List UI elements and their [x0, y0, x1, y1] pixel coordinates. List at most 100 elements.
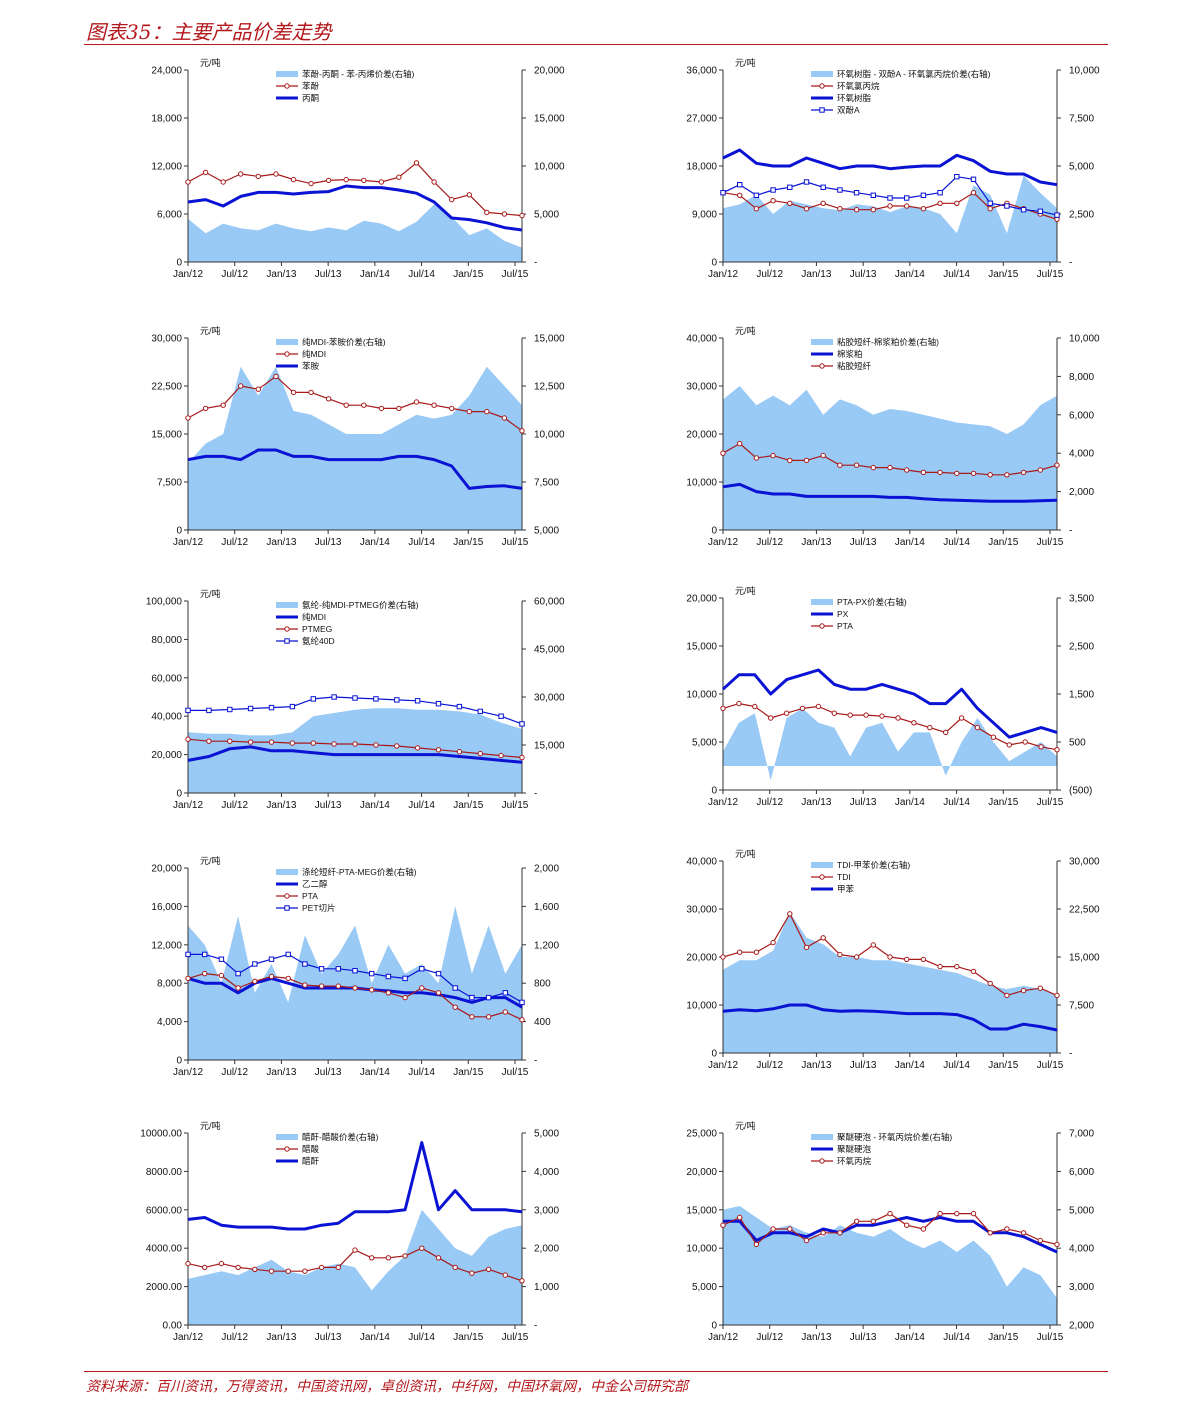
- x-tick-label: Jan/14: [895, 797, 925, 808]
- left-tick-label: 40,000: [686, 857, 717, 868]
- series-point: [466, 408, 472, 415]
- right-tick-label: 2,500: [1069, 210, 1094, 221]
- series-point: [783, 710, 790, 716]
- series-point: [519, 212, 525, 219]
- left-tick-label: 4000.00: [146, 1244, 183, 1255]
- right-tick-label: 1,000: [534, 1282, 559, 1293]
- x-tick-label: Jan/15: [453, 1332, 483, 1343]
- series-point: [720, 190, 726, 196]
- series-point: [185, 179, 191, 185]
- left-tick-label: 25,000: [686, 1129, 717, 1140]
- series-point: [770, 198, 776, 204]
- series-point: [466, 192, 472, 198]
- left-tick-label: 0: [711, 526, 717, 537]
- series-point: [255, 173, 262, 180]
- series-point: [394, 697, 400, 703]
- series-point: [394, 743, 400, 749]
- series-point: [484, 408, 490, 415]
- area-series: [188, 906, 522, 1060]
- series-point: [252, 1266, 258, 1273]
- series-point: [302, 1268, 308, 1274]
- series-point: [803, 944, 810, 951]
- x-tick-label: Jan/15: [453, 537, 483, 548]
- series-point: [469, 994, 475, 1001]
- area-series: [723, 708, 1057, 781]
- series-point: [519, 1278, 525, 1284]
- chart-8: 0 10,000 20,000 30,000 40,000 - 7,500 15,000 22,…: [686, 848, 1100, 1071]
- series-point: [519, 754, 525, 761]
- right-tick-label: -: [534, 1056, 537, 1067]
- unit-label: 元/吨: [735, 1120, 756, 1131]
- line-series: [722, 1003, 1058, 1032]
- line-series: [721, 668, 1058, 739]
- x-tick-label: Jul/12: [221, 1067, 248, 1078]
- series-point: [911, 720, 917, 726]
- x-tick-label: Jul/14: [408, 1067, 435, 1078]
- right-tick-label: 7,000: [1069, 1129, 1094, 1140]
- x-tick-label: Jul/15: [1037, 1332, 1064, 1343]
- right-tick-label: 4,000: [1069, 1244, 1094, 1255]
- series-point: [220, 179, 226, 185]
- series-point: [937, 963, 943, 970]
- series-point: [737, 1214, 743, 1221]
- right-tick-label: 4,000: [1069, 449, 1094, 460]
- left-tick-label: 8,000: [157, 979, 182, 990]
- series-point: [753, 206, 760, 212]
- right-tick-label: 5,000: [1069, 162, 1094, 173]
- series-point: [290, 176, 297, 183]
- series-point: [1037, 467, 1043, 473]
- series-point: [736, 700, 742, 707]
- series-point: [863, 712, 869, 718]
- series-point: [820, 452, 826, 459]
- series-point: [1020, 987, 1027, 994]
- series-point: [202, 970, 208, 977]
- series-point: [185, 415, 191, 421]
- right-tick-label: 7,500: [534, 478, 559, 489]
- left-tick-label: 20,000: [686, 430, 717, 441]
- x-tick-label: Jan/12: [708, 1332, 738, 1343]
- series-point: [414, 698, 421, 704]
- area-series: [188, 708, 522, 793]
- title-divider: [84, 44, 1108, 45]
- chart-2: 0 9,000 18,000 27,000 36,000 - 2,500 5,000 7,500…: [686, 57, 1100, 280]
- series-point: [302, 961, 308, 967]
- area-series: [723, 175, 1057, 262]
- series-point: [285, 975, 291, 982]
- line-series: [187, 745, 523, 764]
- series-point: [227, 738, 233, 744]
- left-tick-label: 4,000: [157, 1017, 182, 1028]
- series-point: [720, 450, 726, 456]
- series-point: [325, 396, 332, 402]
- series-point: [770, 452, 776, 459]
- series-point: [352, 695, 358, 701]
- left-tick-label: 8000.00: [146, 1167, 183, 1178]
- series-point: [396, 174, 402, 180]
- left-tick-label: 16,000: [151, 902, 182, 913]
- right-tick-label: -: [1069, 258, 1072, 269]
- series-point: [753, 192, 760, 199]
- x-tick-label: Jul/15: [502, 537, 529, 548]
- right-tick-label: 20,000: [534, 66, 565, 77]
- series-point: [335, 983, 341, 989]
- x-tick-label: Jul/12: [756, 537, 783, 548]
- legend-label: 粘胶短纤-棉浆粕价差(右轴): [837, 337, 939, 347]
- series-point: [737, 440, 743, 447]
- series-point: [987, 980, 993, 987]
- right-tick-label: 60,000: [534, 597, 565, 608]
- source-divider: [84, 1371, 1108, 1372]
- right-tick-label: 4,000: [534, 1167, 559, 1178]
- left-tick-label: 0: [711, 786, 717, 797]
- right-tick-label: 30,000: [1069, 857, 1100, 868]
- x-tick-label: Jan/13: [266, 1067, 296, 1078]
- legend-label: 苯酚: [302, 81, 320, 91]
- series-point: [954, 174, 960, 180]
- series-point: [268, 704, 275, 711]
- chart-5: 0 20,000 40,000 60,000 80,000 100,000 - 15,000 3…: [146, 588, 565, 811]
- series-point: [185, 951, 191, 958]
- series-point: [927, 724, 933, 731]
- series-point: [285, 1268, 291, 1274]
- line-series: [722, 148, 1058, 187]
- line-series: [722, 702, 1058, 751]
- legend-marker: [819, 1158, 825, 1164]
- series-point: [268, 973, 275, 980]
